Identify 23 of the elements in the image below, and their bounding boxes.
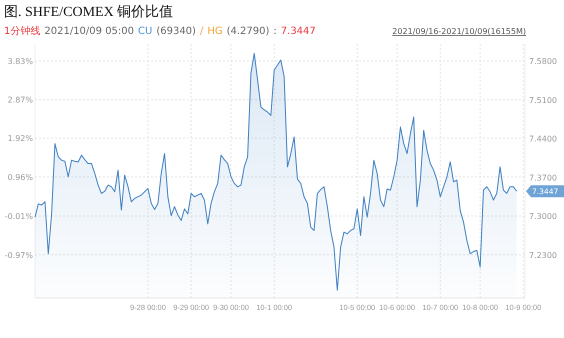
y-tick-label: -0.01%: [4, 212, 34, 222]
text: 7.3447: [280, 26, 316, 37]
y2-tick-label: 7.3000: [529, 212, 557, 222]
y-tick-label: 1.92%: [8, 134, 34, 144]
y-tick-label: -0.97%: [4, 250, 34, 260]
y-tick-label: 2.87%: [8, 96, 34, 105]
y-tick-label: 3.83%: [8, 56, 34, 66]
text: (69340): [156, 26, 196, 37]
y2-tick-label: 7.5100: [529, 96, 557, 105]
y2-tick-label: 7.3700: [529, 173, 557, 182]
chart-title: 图. SHFE/COMEX 铜价比值: [4, 4, 174, 20]
y2-tick-label: 7.5800: [529, 57, 557, 66]
text: (4.2790): [226, 26, 270, 37]
text: 1分钟线: [4, 25, 40, 37]
y2-tick-label: 7.2300: [529, 250, 557, 260]
text: /: [200, 26, 204, 37]
text: 2021/09/16-2021/10/09(16155M): [392, 27, 526, 36]
text: HG: [207, 26, 223, 37]
y-tick-label: 0.96%: [8, 172, 34, 182]
y2-tick-label: 7.4400: [529, 134, 557, 144]
text: 2021/10/09 05:00: [44, 26, 134, 37]
text: CU: [138, 26, 152, 37]
text: :: [273, 26, 277, 37]
